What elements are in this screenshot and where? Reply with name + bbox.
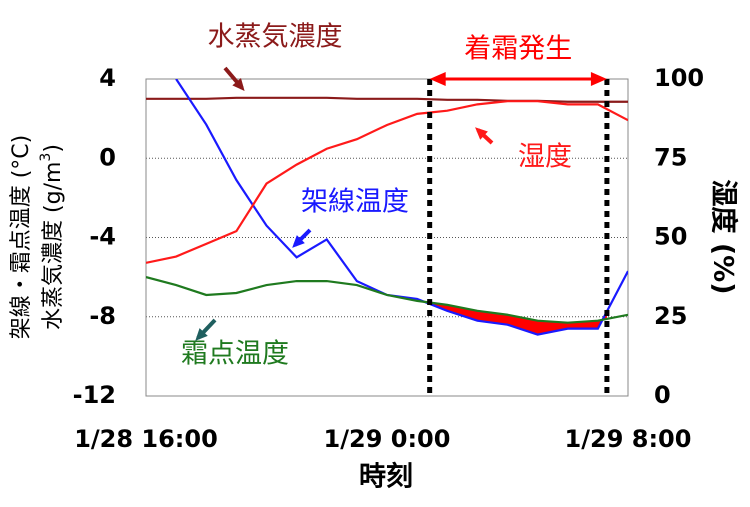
- series-label: 湿度: [518, 142, 572, 173]
- x-tick-label: 1/29 8:00: [565, 425, 692, 453]
- frost-area: [429, 302, 607, 335]
- series-line: [146, 100, 628, 264]
- y-tick-label: -4: [89, 223, 116, 251]
- series-label: 架線温度: [301, 187, 409, 218]
- x-tick-label: 1/28 16:00: [74, 425, 218, 453]
- y-axis-label-2: 水蒸気濃度 (g/m3): [38, 144, 66, 330]
- arrow-head: [195, 328, 208, 341]
- y2-tick-label: 100: [654, 64, 704, 92]
- arrow-head: [292, 235, 305, 248]
- y-tick-label: 4: [99, 64, 116, 92]
- plot-frame: [145, 78, 629, 397]
- y2-tick-label: 0: [654, 381, 671, 409]
- series-line: [146, 276, 628, 324]
- y2-tick-label: 75: [654, 143, 687, 171]
- y-tick-label: 0: [99, 143, 116, 171]
- arrow-head: [590, 72, 607, 86]
- frost-label: 着霜発生: [464, 34, 572, 65]
- y-axis-label: 架線・霜点温度 (°C): [9, 135, 34, 340]
- arrow-head: [232, 78, 245, 92]
- series-label: 水蒸気濃度: [208, 22, 343, 53]
- x-tick-label: 1/29 0:00: [324, 425, 451, 453]
- series-line: [146, 96, 628, 103]
- arrow-head: [429, 72, 446, 86]
- y-tick-label: -12: [73, 381, 116, 409]
- y-label-part: 水蒸気濃度 (g/m: [41, 162, 66, 330]
- arrow-head: [475, 127, 488, 140]
- y2-axis-label: 湿度 (%): [708, 179, 740, 294]
- x-axis-label: 時刻: [359, 461, 413, 493]
- y-label-sup: 3: [38, 153, 54, 162]
- y-tick-label: -8: [89, 302, 116, 330]
- series-label: 霜点温度: [181, 339, 289, 370]
- y2-tick-label: 25: [654, 302, 687, 330]
- y-label-part: ): [41, 144, 66, 153]
- y2-tick-label: 50: [654, 223, 687, 251]
